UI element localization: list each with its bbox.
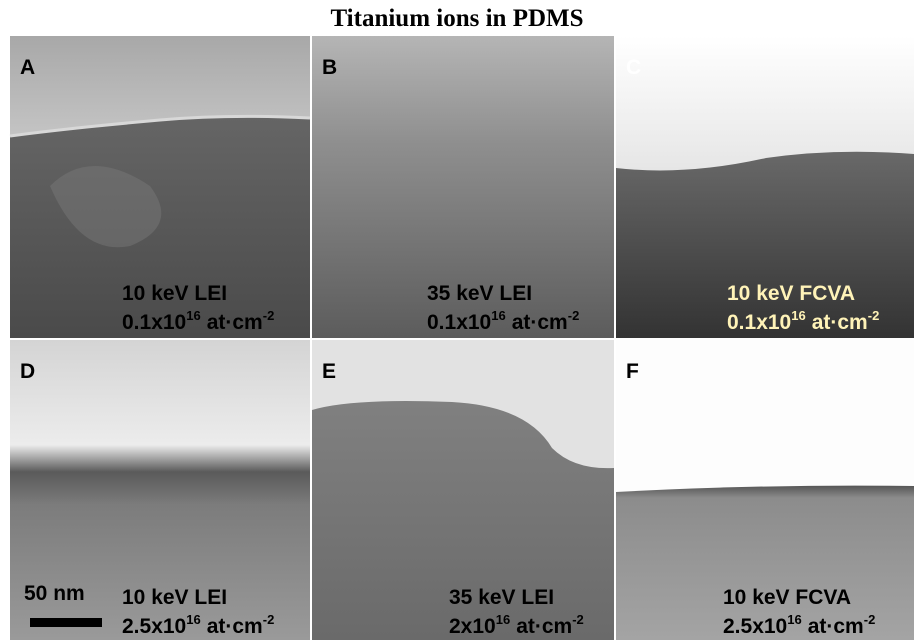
dose-unit: at·cm [207, 615, 263, 638]
panel-letter: D [20, 360, 35, 383]
dose-unit: at·cm [512, 311, 568, 334]
figure-title: Titanium ions in PDMS [330, 5, 583, 32]
unit-exponent: -2 [868, 308, 880, 323]
dose-unit: at·cm [207, 311, 263, 334]
scale-bar-label: 50 nm [24, 582, 85, 605]
condition-label: 35 keV LEI [449, 586, 554, 609]
panel-letter: F [626, 360, 639, 383]
unit-exponent: -2 [263, 308, 275, 323]
dose-value: 2.5x10 [723, 615, 787, 638]
dose-value: 0.1x10 [427, 311, 491, 334]
dose-unit: at·cm [516, 615, 572, 638]
dose-value: 2x10 [449, 615, 496, 638]
condition-label: 10 keV LEI [122, 282, 227, 305]
condition-label: 10 keV FCVA [727, 282, 855, 305]
panel-letter: A [20, 56, 35, 79]
unit-exponent: -2 [864, 612, 876, 627]
dose-value: 2.5x10 [122, 615, 186, 638]
dose-label: 2x1016 at·cm-2 [449, 612, 584, 638]
scale-bar [30, 618, 102, 627]
figure: Titanium ions in PDMS 50 nm A 10 keV LEI 0… [0, 0, 914, 640]
panel-letter: E [322, 360, 336, 383]
condition-label: 35 keV LEI [427, 282, 532, 305]
dose-exponent: 16 [496, 612, 510, 627]
dose-value: 0.1x10 [122, 311, 186, 334]
dose-exponent: 16 [186, 308, 200, 323]
dose-exponent: 16 [491, 308, 505, 323]
unit-exponent: -2 [263, 612, 275, 627]
unit-exponent: -2 [572, 612, 584, 627]
dose-exponent: 16 [186, 612, 200, 627]
dose-value: 0.1x10 [727, 311, 791, 334]
panel-letter: C [626, 56, 641, 79]
unit-exponent: -2 [568, 308, 580, 323]
dose-exponent: 16 [791, 308, 805, 323]
dose-exponent: 16 [787, 612, 801, 627]
condition-label: 10 keV FCVA [723, 586, 851, 609]
dose-unit: at·cm [808, 615, 864, 638]
condition-label: 10 keV LEI [122, 586, 227, 609]
panel-letter: B [322, 56, 337, 79]
dose-unit: at·cm [812, 311, 868, 334]
